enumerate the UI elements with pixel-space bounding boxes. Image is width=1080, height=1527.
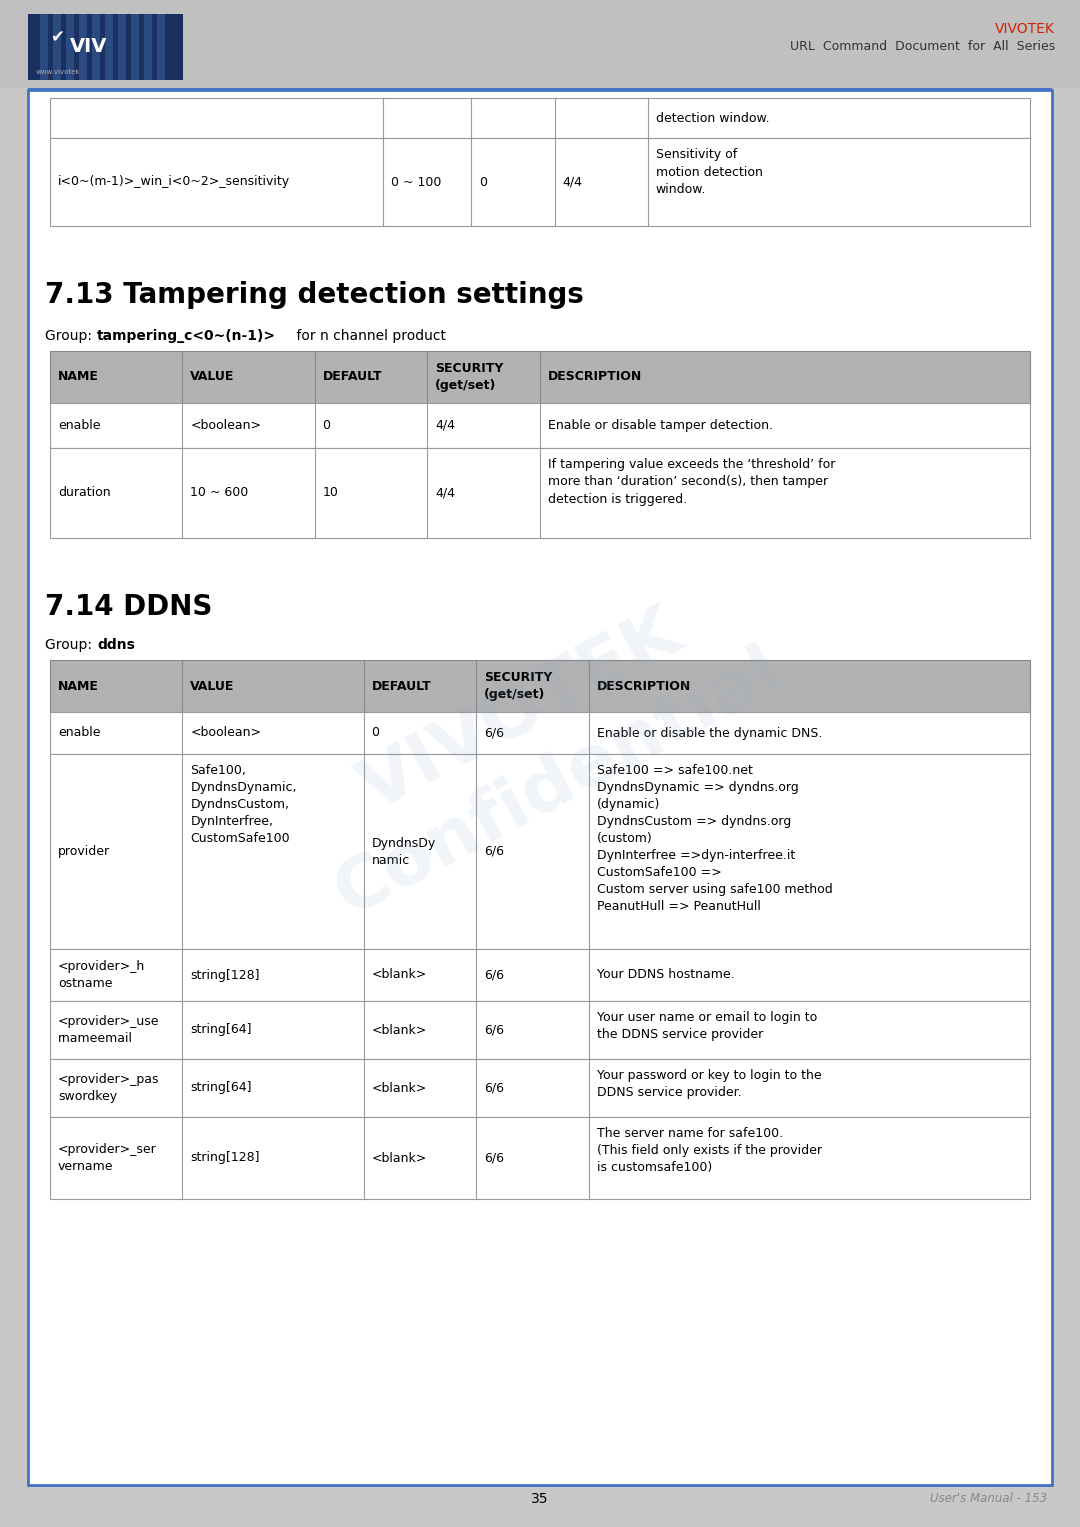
Text: string[64]: string[64] bbox=[190, 1081, 252, 1095]
Bar bbox=[92, 14, 100, 79]
Text: Your DDNS hostname.: Your DDNS hostname. bbox=[597, 968, 734, 982]
Bar bbox=[144, 14, 152, 79]
Text: 0 ~ 100: 0 ~ 100 bbox=[391, 176, 442, 188]
Text: 6/6: 6/6 bbox=[484, 1081, 504, 1095]
Text: Enable or disable the dynamic DNS.: Enable or disable the dynamic DNS. bbox=[597, 727, 822, 739]
Bar bbox=[50, 712, 1030, 754]
Text: VIV: VIV bbox=[70, 38, 107, 56]
Text: Group:: Group: bbox=[45, 638, 96, 652]
Text: DEFAULT: DEFAULT bbox=[372, 680, 431, 693]
Text: DESCRIPTION: DESCRIPTION bbox=[548, 371, 643, 383]
Text: <provider>_h
ostname: <provider>_h ostname bbox=[58, 960, 145, 989]
Bar bbox=[40, 14, 48, 79]
Bar bbox=[79, 14, 87, 79]
Text: If tampering value exceeds the ‘threshold’ for
more than ‘duration’ second(s), t: If tampering value exceeds the ‘threshol… bbox=[548, 458, 835, 505]
Text: 10: 10 bbox=[323, 487, 338, 499]
Text: VIVOTEK
Confidential: VIVOTEK Confidential bbox=[286, 565, 794, 928]
Text: Group:: Group: bbox=[45, 328, 96, 344]
Bar bbox=[50, 1116, 1030, 1199]
Bar bbox=[50, 1002, 1030, 1060]
Text: Enable or disable tamper detection.: Enable or disable tamper detection. bbox=[548, 418, 773, 432]
Text: NAME: NAME bbox=[58, 371, 99, 383]
Text: SECURITY
(get/set): SECURITY (get/set) bbox=[435, 362, 503, 392]
Text: DEFAULT: DEFAULT bbox=[323, 371, 382, 383]
Text: string[128]: string[128] bbox=[190, 968, 260, 982]
Text: 4/4: 4/4 bbox=[435, 487, 456, 499]
Text: 0: 0 bbox=[372, 727, 379, 739]
Bar bbox=[50, 447, 1030, 538]
Bar bbox=[28, 14, 183, 79]
Text: VALUE: VALUE bbox=[190, 680, 234, 693]
Text: Your password or key to login to the
DDNS service provider.: Your password or key to login to the DDN… bbox=[597, 1069, 822, 1099]
Bar bbox=[105, 14, 113, 79]
Text: detection window.: detection window. bbox=[656, 111, 769, 125]
Text: Your user name or email to login to
the DDNS service provider: Your user name or email to login to the … bbox=[597, 1011, 818, 1041]
Text: 0: 0 bbox=[323, 418, 330, 432]
Text: <provider>_ser
vername: <provider>_ser vername bbox=[58, 1144, 157, 1173]
Text: provider: provider bbox=[58, 844, 110, 858]
Text: enable: enable bbox=[58, 727, 100, 739]
Text: 7.13 Tampering detection settings: 7.13 Tampering detection settings bbox=[45, 281, 584, 308]
Text: 35: 35 bbox=[531, 1492, 549, 1506]
Bar bbox=[50, 137, 1030, 226]
Bar bbox=[131, 14, 139, 79]
Bar bbox=[53, 14, 60, 79]
Text: www.vivotek: www.vivotek bbox=[36, 69, 81, 75]
Text: for n channel product: for n channel product bbox=[292, 328, 446, 344]
Text: DESCRIPTION: DESCRIPTION bbox=[597, 680, 691, 693]
Text: <boolean>: <boolean> bbox=[190, 727, 261, 739]
Text: 10 ~ 600: 10 ~ 600 bbox=[190, 487, 248, 499]
Text: NAME: NAME bbox=[58, 680, 99, 693]
Bar bbox=[66, 14, 75, 79]
Bar bbox=[50, 754, 1030, 948]
Text: URL  Command  Document  for  All  Series: URL Command Document for All Series bbox=[789, 40, 1055, 53]
Bar bbox=[50, 351, 1030, 403]
Text: string[128]: string[128] bbox=[190, 1151, 260, 1165]
Text: <blank>: <blank> bbox=[372, 968, 427, 982]
Bar bbox=[50, 1060, 1030, 1116]
Text: <provider>_use
rnameemail: <provider>_use rnameemail bbox=[58, 1015, 160, 1044]
Bar bbox=[50, 660, 1030, 712]
Text: ddns: ddns bbox=[97, 638, 135, 652]
Text: 4/4: 4/4 bbox=[563, 176, 583, 188]
Text: <provider>_pas
swordkey: <provider>_pas swordkey bbox=[58, 1073, 160, 1102]
Bar bbox=[50, 98, 1030, 137]
Text: The server name for safe100.
(This field only exists if the provider
is customsa: The server name for safe100. (This field… bbox=[597, 1127, 822, 1174]
Text: <blank>: <blank> bbox=[372, 1023, 427, 1037]
Text: 4/4: 4/4 bbox=[435, 418, 456, 432]
Text: 6/6: 6/6 bbox=[484, 1151, 504, 1165]
Bar bbox=[50, 403, 1030, 447]
Text: string[64]: string[64] bbox=[190, 1023, 252, 1037]
Text: VIVOTEK: VIVOTEK bbox=[995, 21, 1055, 37]
Text: Safe100,
DyndnsDynamic,
DyndnsCustom,
DynInterfree,
CustomSafe100: Safe100, DyndnsDynamic, DyndnsCustom, Dy… bbox=[190, 764, 297, 844]
Bar bbox=[0, 0, 1080, 89]
Text: 6/6: 6/6 bbox=[484, 968, 504, 982]
Text: Safe100 => safe100.net
DyndnsDynamic => dyndns.org
(dynamic)
DyndnsCustom => dyn: Safe100 => safe100.net DyndnsDynamic => … bbox=[597, 764, 833, 913]
Text: duration: duration bbox=[58, 487, 110, 499]
Text: tampering_c<0~(n-1)>: tampering_c<0~(n-1)> bbox=[97, 328, 276, 344]
Text: 7.14 DDNS: 7.14 DDNS bbox=[45, 592, 213, 621]
Text: <blank>: <blank> bbox=[372, 1081, 427, 1095]
Text: SECURITY
(get/set): SECURITY (get/set) bbox=[484, 670, 553, 701]
Text: <boolean>: <boolean> bbox=[190, 418, 261, 432]
Text: 6/6: 6/6 bbox=[484, 844, 504, 858]
Text: enable: enable bbox=[58, 418, 100, 432]
Text: 6/6: 6/6 bbox=[484, 727, 504, 739]
Bar bbox=[157, 14, 165, 79]
Text: User's Manual - 153: User's Manual - 153 bbox=[930, 1492, 1047, 1506]
Bar bbox=[28, 89, 1052, 90]
Text: ✔: ✔ bbox=[50, 27, 64, 46]
Text: 6/6: 6/6 bbox=[484, 1023, 504, 1037]
Text: DyndnsDy
namic: DyndnsDy namic bbox=[372, 837, 436, 866]
Text: <blank>: <blank> bbox=[372, 1151, 427, 1165]
Bar bbox=[50, 948, 1030, 1002]
Text: VALUE: VALUE bbox=[190, 371, 234, 383]
Text: Sensitivity of
motion detection
window.: Sensitivity of motion detection window. bbox=[656, 148, 762, 195]
Bar bbox=[118, 14, 126, 79]
Text: 0: 0 bbox=[480, 176, 487, 188]
Text: i<0~(m-1)>_win_i<0~2>_sensitivity: i<0~(m-1)>_win_i<0~2>_sensitivity bbox=[58, 176, 291, 188]
